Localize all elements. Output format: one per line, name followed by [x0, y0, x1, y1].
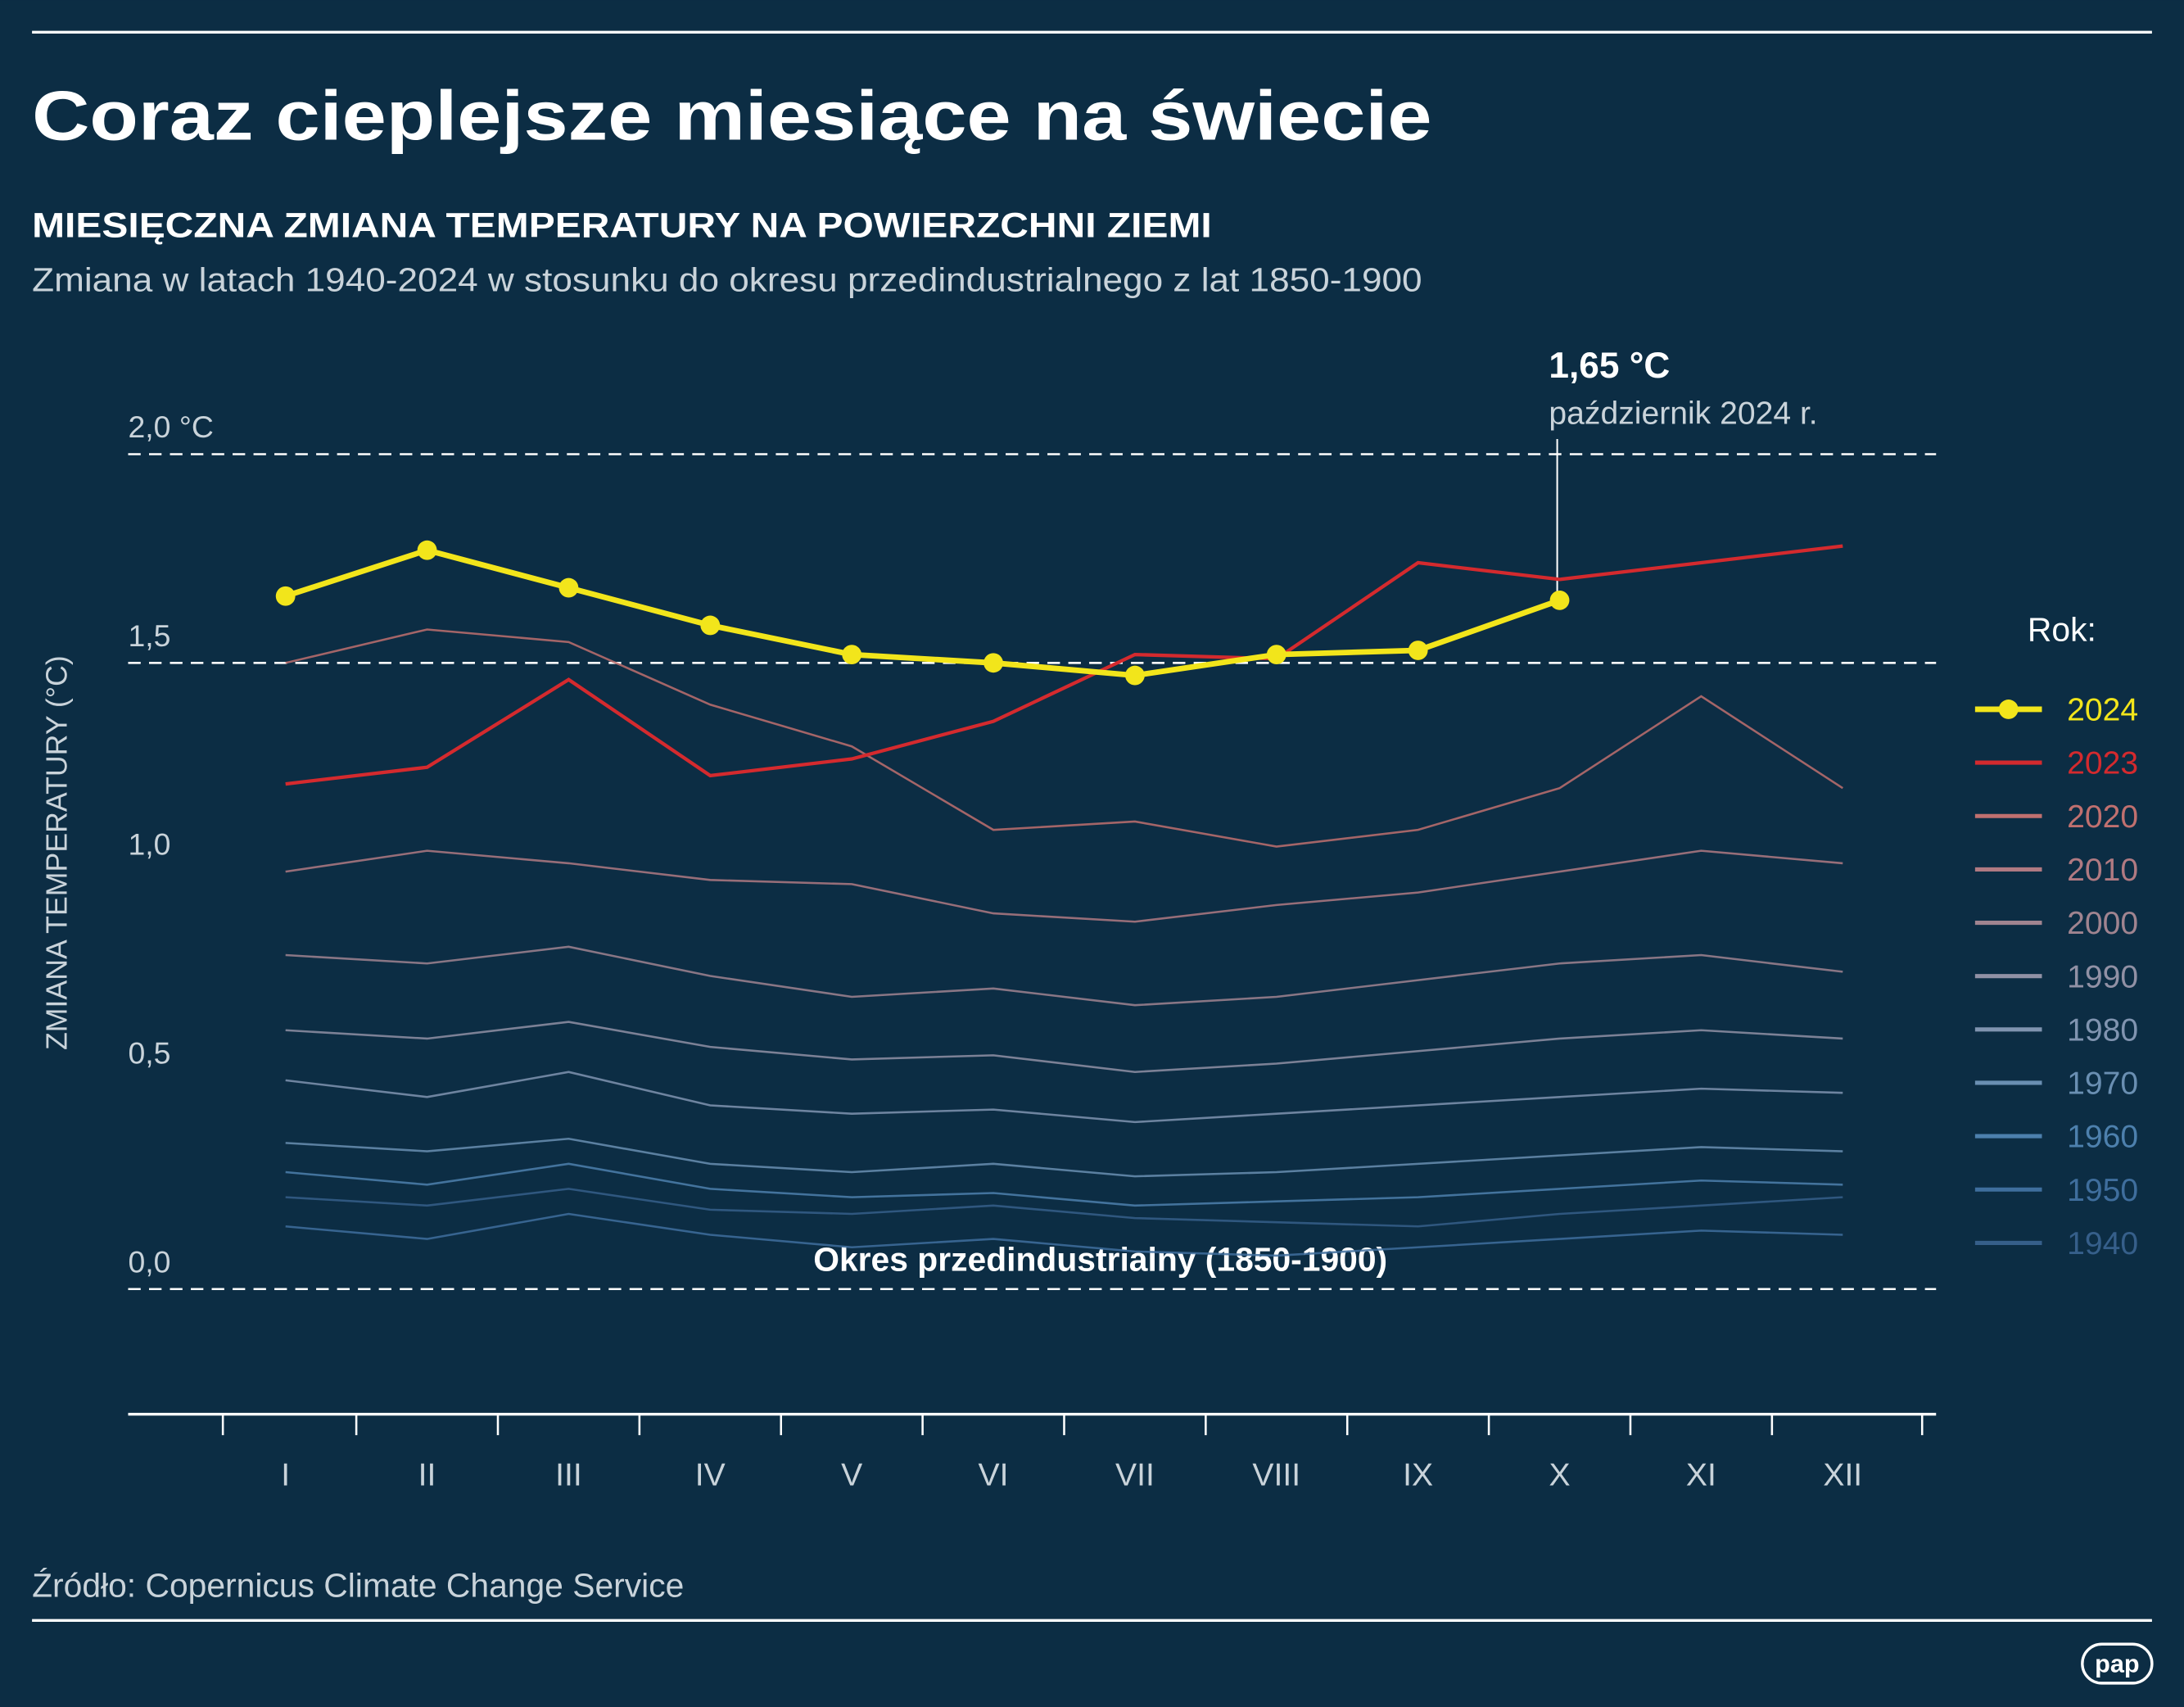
- y-tick-label: 1,5: [128, 618, 170, 653]
- legend-label: 1950: [2067, 1173, 2138, 1208]
- x-tick-label: VI: [979, 1457, 1009, 1492]
- x-tick-label: XI: [1686, 1457, 1716, 1492]
- x-tick-label: II: [418, 1457, 436, 1492]
- point: [1266, 645, 1286, 665]
- point: [700, 615, 721, 636]
- legend-label: 1990: [2067, 959, 2138, 994]
- y-tick-label: 0,0: [128, 1244, 170, 1279]
- legend-label: 2024: [2067, 693, 2138, 728]
- x-tick-label: V: [841, 1457, 862, 1492]
- x-tick-label: I: [281, 1457, 290, 1492]
- chart-subtitle: MIESIĘCZNA ZMIANA TEMPERATURY NA POWIERZ…: [32, 206, 1212, 245]
- legend-marker: [1998, 700, 2019, 719]
- logo: pap: [2095, 1650, 2139, 1678]
- point: [1549, 590, 1570, 610]
- point: [1408, 641, 1428, 660]
- legend-label: 1970: [2067, 1066, 2138, 1102]
- x-tick-label: IV: [695, 1457, 726, 1492]
- legend-label: 2023: [2067, 746, 2138, 781]
- x-tick-label: VII: [1115, 1457, 1155, 1492]
- x-tick-label: XII: [1823, 1457, 1862, 1492]
- y-tick-label: 2,0 °C: [128, 410, 213, 444]
- annotation-value: 1,65 °C: [1549, 346, 1670, 386]
- series-line: [285, 1021, 1843, 1074]
- point: [842, 645, 862, 665]
- chart-description: Zmiana w latach 1940-2024 w stosunku do …: [32, 261, 1422, 299]
- source: Źródło: Copernicus Climate Change Servic…: [32, 1566, 684, 1604]
- series-line: [285, 945, 1843, 1007]
- x-tick-label: III: [555, 1457, 582, 1492]
- x-tick-label: IX: [1403, 1457, 1433, 1492]
- point: [558, 577, 579, 598]
- legend-label: 1960: [2067, 1120, 2138, 1155]
- point: [275, 586, 296, 606]
- series-line: [285, 1188, 1843, 1228]
- x-tick-label: X: [1549, 1457, 1570, 1492]
- series-line: [285, 1162, 1843, 1207]
- point: [1125, 665, 1145, 686]
- series-line: [285, 628, 1843, 848]
- logo-frame: [2081, 1642, 2154, 1685]
- chart-title: Coraz cieplejsze miesiące na świecie: [32, 77, 1431, 155]
- series-line: [285, 1071, 1843, 1124]
- series-line: [284, 547, 1561, 679]
- y-tick-label: 0,5: [128, 1036, 170, 1071]
- legend-label: 1980: [2067, 1012, 2138, 1048]
- point: [417, 540, 437, 560]
- legend-label: 2000: [2067, 906, 2138, 941]
- annotation-text: październik 2024 r.: [1549, 396, 1817, 431]
- legend-title: Rok:: [2028, 611, 2096, 649]
- point: [983, 653, 1003, 673]
- legend-label: 2020: [2067, 799, 2138, 835]
- legend-label: 1940: [2067, 1226, 2138, 1261]
- baseline-label: Okres przedindustrialny (1850-1900): [813, 1240, 1387, 1278]
- y-axis-label: ZMIANA TEMPERATURY (°C): [41, 655, 74, 1050]
- series-line: [285, 849, 1843, 923]
- y-tick-label: 1,0: [128, 827, 170, 862]
- series-line: [285, 544, 1843, 786]
- legend-label: 2010: [2067, 853, 2138, 888]
- series-line: [285, 1137, 1843, 1178]
- series-line: [285, 1212, 1843, 1257]
- x-tick-label: VIII: [1252, 1457, 1300, 1492]
